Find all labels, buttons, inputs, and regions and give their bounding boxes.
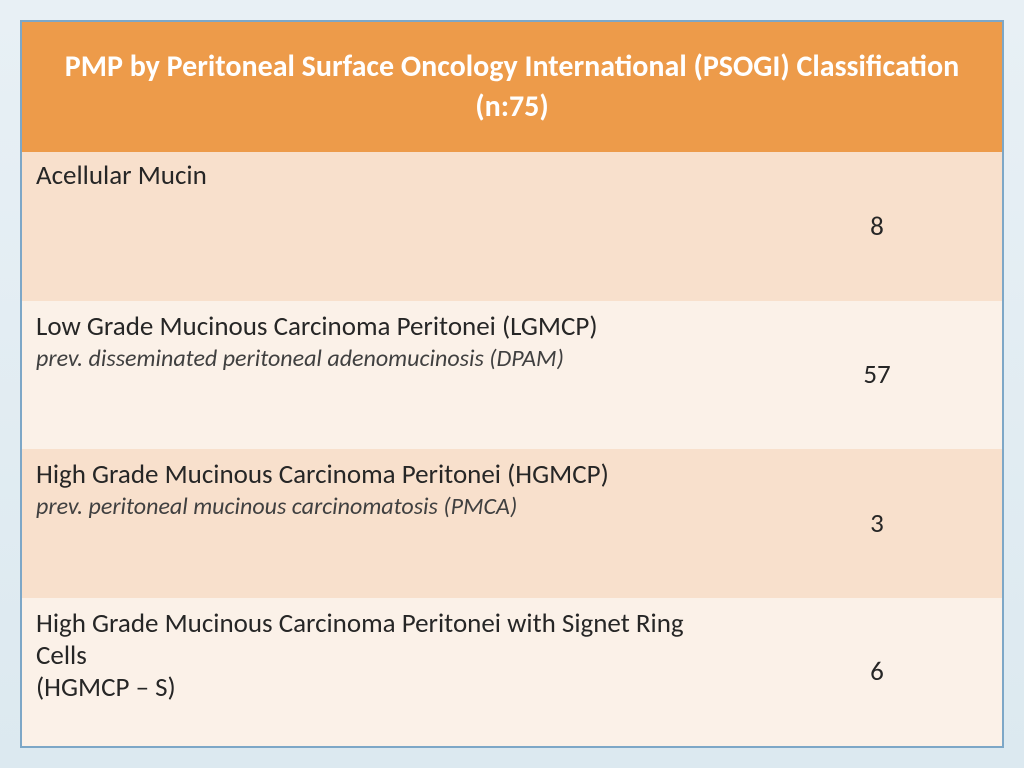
row-label: High Grade Mucinous Carcinoma Peritonei … (36, 459, 738, 491)
row-label: Acellular Mucin (36, 160, 738, 192)
row-label: High Grade Mucinous Carcinoma Peritonei … (36, 608, 738, 705)
row-sublabel: prev. peritoneal mucinous carcinomatosis… (36, 493, 738, 522)
row-value-cell: 57 (752, 301, 1002, 450)
row-value-cell: 6 (752, 598, 1002, 747)
row-label-cell: High Grade Mucinous Carcinoma Peritonei … (22, 449, 752, 598)
row-value: 3 (870, 507, 884, 540)
table-row: Acellular Mucin 8 (22, 152, 1002, 301)
row-value: 8 (870, 210, 884, 243)
table-row: High Grade Mucinous Carcinoma Peritonei … (22, 449, 1002, 598)
table-row: High Grade Mucinous Carcinoma Peritonei … (22, 598, 1002, 747)
row-value: 6 (870, 655, 884, 688)
row-label: Low Grade Mucinous Carcinoma Peritonei (… (36, 311, 738, 343)
table-header: PMP by Peritoneal Surface Oncology Inter… (22, 22, 1002, 152)
row-sublabel: prev. disseminated peritoneal adenomucin… (36, 345, 738, 374)
row-value-cell: 3 (752, 449, 1002, 598)
table-title: PMP by Peritoneal Surface Oncology Inter… (62, 47, 962, 128)
classification-table: PMP by Peritoneal Surface Oncology Inter… (22, 22, 1002, 746)
table-row: Low Grade Mucinous Carcinoma Peritonei (… (22, 301, 1002, 450)
row-label-cell: Low Grade Mucinous Carcinoma Peritonei (… (22, 301, 752, 450)
row-value-cell: 8 (752, 152, 1002, 301)
row-label-cell: High Grade Mucinous Carcinoma Peritonei … (22, 598, 752, 747)
row-label-cell: Acellular Mucin (22, 152, 752, 301)
row-value: 57 (863, 358, 890, 391)
slide-frame: PMP by Peritoneal Surface Oncology Inter… (20, 20, 1004, 748)
